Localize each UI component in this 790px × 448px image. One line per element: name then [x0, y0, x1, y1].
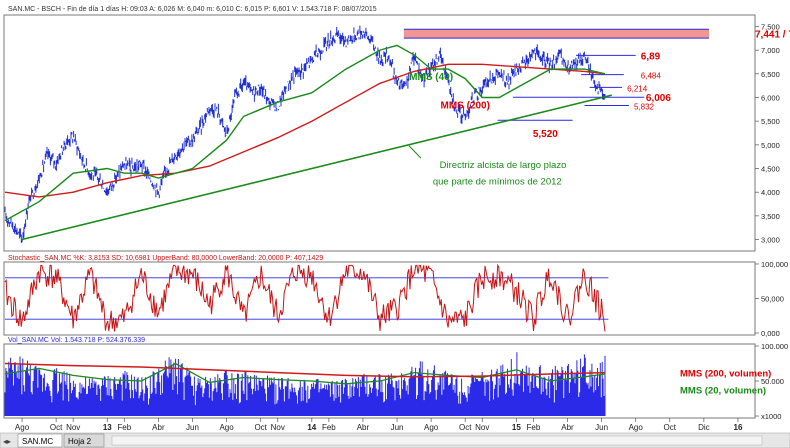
price-annotation: 6,484 — [641, 72, 662, 81]
price-annotation: MMS (200) — [441, 101, 490, 112]
stochastic-panel-title: Stochastic_SAN.MC %K: 3,8153 SD: 10,6981… — [8, 255, 323, 262]
price-annotation: 5,520 — [533, 129, 558, 140]
volume-annotations: MMS (200, volumen) MMS (20, volumen) — [680, 369, 771, 397]
stochastic-plot-area — [4, 263, 609, 332]
x-tick-label: Ago — [219, 423, 234, 432]
x-tick-label: Abr — [357, 423, 370, 432]
x-tick-label: 13 — [103, 423, 112, 432]
price-y-tick-label: 4,500 — [761, 165, 780, 174]
price-annotation: 5,832 — [634, 102, 655, 111]
x-tick-label: Jun — [391, 423, 404, 432]
stochastic-y-tick-label: 0,000 — [761, 329, 780, 338]
x-tick-label: Jun — [595, 423, 608, 432]
mms40-line — [4, 44, 606, 222]
x-tick-label: Nov — [475, 423, 489, 432]
mms200-line — [4, 63, 606, 198]
stochastic-y-tick-label: 50,000 — [761, 295, 784, 304]
sheet-tab-bar: ◂▸ SAN.MC Hoja 2 — [0, 432, 790, 448]
x-tick-label: Ago — [424, 423, 439, 432]
price-y-tick-label: 5,500 — [761, 117, 780, 126]
price-y-tick-label: 6,500 — [761, 70, 780, 79]
price-y-tick-label: 6,000 — [761, 93, 780, 102]
price-annotation: Directriz alcista de largo plazo — [440, 160, 567, 171]
volume-panel-title: Vol_SAN.MC Vol: 1.543.718 P: 524.376.339 — [8, 337, 145, 344]
x-tick-label: Feb — [527, 423, 541, 432]
x-tick-label: 16 — [734, 423, 743, 432]
price-y-tick-label: 5,000 — [761, 141, 780, 150]
price-y-tick-label: 3,500 — [761, 212, 780, 221]
x-tick-label: Oct — [664, 423, 677, 432]
x-tick-label: Feb — [117, 423, 131, 432]
price-annotation: MMS (40) — [409, 72, 453, 83]
volume-y-tick-label: 100.000 — [761, 342, 788, 351]
price-series — [4, 25, 606, 243]
x-tick-label: Abr — [152, 423, 165, 432]
stochastic-y-axis: 0,000 50,000 100,000 — [755, 260, 788, 338]
x-tick-label: 15 — [512, 423, 521, 432]
price-y-tick-label: 7,000 — [761, 46, 780, 55]
price-annotation: 6,006 — [646, 93, 671, 104]
x-tick-label: Oct — [254, 423, 267, 432]
x-tick-label: Nov — [66, 423, 80, 432]
x-tick-label: Dic — [698, 423, 710, 432]
price-y-tick-label: 3,000 — [761, 236, 780, 245]
tab-san-mc-label: SAN.MC — [22, 437, 53, 446]
volume-y-axis: x1000 50.000 100.000 — [755, 342, 788, 421]
price-y-tick-label: 7,500 — [761, 22, 780, 31]
tab-hoja-2-label: Hoja 2 — [68, 437, 92, 446]
price-annotation: 6,89 — [641, 51, 661, 62]
tab-hoja-2[interactable] — [63, 433, 105, 448]
x-tick-label: Abr — [561, 423, 574, 432]
price-y-tick-label: 4,000 — [761, 188, 780, 197]
trendline-pointer — [408, 145, 422, 159]
stochastic-line — [4, 263, 606, 332]
volume-mms20-line — [4, 362, 606, 385]
volume-bars — [4, 352, 606, 416]
volume-y-tick-label: x1000 — [761, 412, 781, 421]
price-annotation: que parte de mínimos de 2012 — [433, 176, 562, 187]
price-annotation: 7,441 / 7,253 — [755, 30, 790, 41]
price-plot-area — [4, 25, 709, 243]
volume-y-tick-label: 50.000 — [761, 377, 784, 386]
price-annotation: 6,214 — [627, 84, 648, 93]
tab-san-mc[interactable] — [17, 433, 63, 448]
stochastic-y-tick-label: 100,000 — [761, 260, 788, 269]
x-tick-label: Ago — [15, 423, 30, 432]
x-tick-label: Jun — [186, 423, 199, 432]
price-y-axis: 3,000 3,500 4,000 4,500 5,000 5,500 6,000 6,500… — [755, 22, 780, 245]
volume-annotation: MMS (200, volumen) — [680, 369, 771, 380]
x-tick-label: Ago — [629, 423, 644, 432]
x-tick-label: Nov — [271, 423, 285, 432]
price-panel-title: SAN.MC - BSCH - Fin de día 1 días H: 09:… — [8, 6, 377, 13]
x-axis: Ago Oct Nov 13 Feb Abr Jun Ago Oct Nov 14 Feb Abr Jun… — [15, 418, 743, 432]
resistance-zone — [403, 29, 709, 39]
volume-annotation: MMS (20, volumen) — [680, 385, 766, 396]
x-tick-label: Oct — [50, 423, 63, 432]
volume-plot-area — [4, 352, 606, 416]
tab-nav-arrows[interactable]: ◂▸ — [3, 437, 11, 446]
x-tick-label: Oct — [459, 423, 472, 432]
trendline — [21, 94, 612, 241]
horizontal-scrollbar[interactable] — [111, 435, 763, 446]
x-tick-label: Feb — [322, 423, 336, 432]
x-tick-label: 14 — [307, 423, 316, 432]
volume-mms200-line — [4, 362, 606, 378]
